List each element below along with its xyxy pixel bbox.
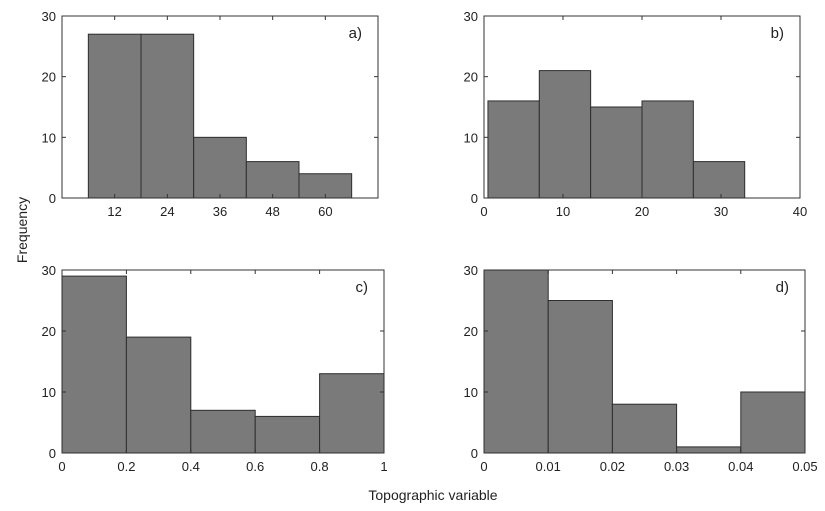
x-tick-label: 60 [318,204,332,219]
x-tick-label: 1 [380,459,387,474]
histogram-bar [676,446,742,454]
histogram-bar [298,173,353,199]
x-tick-label: 0 [58,459,65,474]
y-tick-label: 30 [42,263,56,278]
y-tick-label: 0 [49,191,56,206]
histogram-bar [740,391,806,454]
x-tick-label: 0.04 [728,459,753,474]
y-tick-label: 10 [42,385,56,400]
x-tick-label: 10 [556,204,570,219]
x-tick-label: 20 [635,204,649,219]
y-tick-label: 10 [464,130,478,145]
y-tick-label: 0 [471,446,478,461]
x-tick-label: 12 [107,204,121,219]
y-tick-label: 30 [464,9,478,24]
histogram-bar [538,70,592,199]
x-axis-title: Topographic variable [368,487,497,503]
panel-label: d) [776,279,789,296]
histogram-bar [641,100,694,199]
y-tick-label: 0 [49,446,56,461]
x-tick-label: 0.03 [664,459,689,474]
x-tick-label: 0.8 [311,459,329,474]
panel-a: 12 24 36 48 60 0 10 20 30 a) [42,9,379,219]
y-tick-label: 0 [471,191,478,206]
x-tick-label: 30 [714,204,728,219]
x-tick-label: 0.6 [246,459,264,474]
y-tick-label: 20 [42,70,56,85]
x-tick-label: 0.02 [600,459,625,474]
x-tick-label: 0 [480,204,487,219]
x-tick-label: 40 [793,204,807,219]
y-tick-label: 30 [464,263,478,278]
histogram-bar [487,100,540,199]
panel-d: 0 0.01 0.02 0.03 0.04 0.05 0 10 20 30 d) [464,263,818,474]
histogram-bar [140,33,195,199]
histogram-bar [483,269,549,454]
panel-label: b) [771,25,784,42]
histogram-bar [254,415,321,454]
histogram-bar [611,403,678,454]
histogram-bar [87,33,142,199]
x-tick-label: 0.01 [536,459,561,474]
panel-label: a) [349,25,362,42]
histogram-bar [547,300,613,454]
y-tick-label: 10 [42,130,56,145]
histogram-bar [190,409,256,454]
panel-b: 0 10 20 30 40 0 10 20 30 b) [464,9,808,219]
y-tick-label: 10 [464,385,478,400]
x-tick-label: 24 [160,204,174,219]
y-tick-label: 20 [464,70,478,85]
panel-label: c) [356,279,369,296]
y-tick-label: 30 [42,9,56,24]
y-tick-label: 20 [464,324,478,339]
y-axis-title: Frequency [14,197,30,263]
histogram-bar [692,161,746,199]
x-tick-label: 0.2 [117,459,135,474]
histogram-bar [61,275,127,454]
y-tick-label: 20 [42,324,56,339]
x-tick-label: 0.05 [792,459,817,474]
histogram-bar [590,106,643,199]
x-tick-label: 48 [265,204,279,219]
x-tick-label: 0 [480,459,487,474]
x-tick-label: 0.4 [182,459,200,474]
histogram-bar [245,161,300,199]
histogram-bar [319,373,385,454]
histogram-bar [125,336,192,454]
histogram-bar [193,136,247,199]
x-tick-label: 36 [213,204,227,219]
